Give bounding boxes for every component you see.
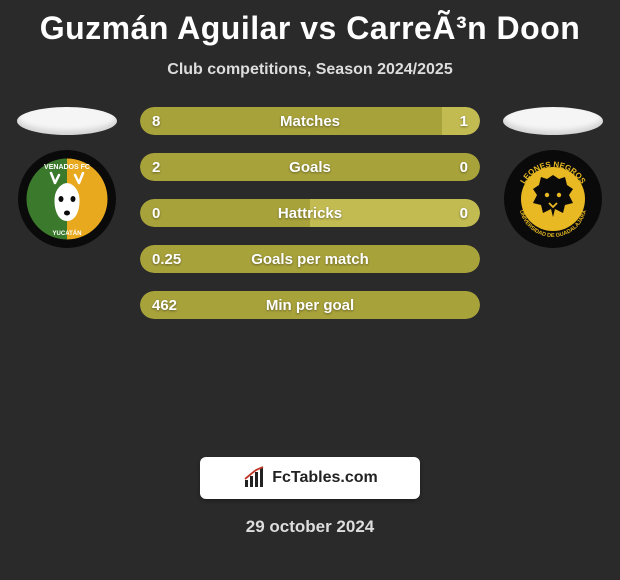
stat-label: Goals per match [251, 251, 369, 268]
left-player-silhouette [17, 107, 117, 135]
right-club-logo: LEONES NEGROS UNIVERSIDAD DE GUADALAJARA [503, 149, 603, 249]
stat-left-value: 462 [152, 297, 177, 314]
chart-icon [242, 466, 266, 490]
comparison-content: VENADOS FC YUCATÁN LEONES NEGROS UNIVERS… [0, 107, 620, 447]
stat-right-value: 0 [460, 159, 468, 176]
stat-bar: 0.25 Goals per match [140, 245, 480, 273]
page-title: Guzmán Aguilar vs CarreÃ³n Doon [0, 0, 620, 47]
stat-bar: 8 1 Matches [140, 107, 480, 135]
right-player-silhouette [503, 107, 603, 135]
stat-bar: 462 Min per goal [140, 291, 480, 319]
right-player-column: LEONES NEGROS UNIVERSIDAD DE GUADALAJARA [498, 107, 608, 249]
date-label: 29 october 2024 [0, 517, 620, 537]
svg-text:VENADOS FC: VENADOS FC [44, 164, 90, 171]
stat-right-value: 0 [460, 205, 468, 222]
stat-left-value: 2 [152, 159, 160, 176]
svg-text:YUCATÁN: YUCATÁN [53, 230, 82, 237]
stat-right-value: 1 [460, 113, 468, 130]
subtitle: Club competitions, Season 2024/2025 [0, 61, 620, 79]
stat-left-value: 8 [152, 113, 160, 130]
left-player-column: VENADOS FC YUCATÁN [12, 107, 122, 249]
brand-label: FcTables.com [272, 469, 378, 487]
stat-label: Goals [289, 159, 331, 176]
stat-bar: 2 0 Goals [140, 153, 480, 181]
stat-left-value: 0 [152, 205, 160, 222]
brand-chip[interactable]: FcTables.com [200, 457, 420, 499]
left-club-logo: VENADOS FC YUCATÁN [17, 149, 117, 249]
stat-label: Matches [280, 113, 340, 130]
stat-label: Min per goal [266, 297, 354, 314]
stats-bars: 8 1 Matches 2 0 Goals 0 0 Hattricks 0.25 Goals per… [140, 107, 480, 337]
stat-label: Hattricks [278, 205, 342, 222]
stat-left-value: 0.25 [152, 251, 181, 268]
stat-bar: 0 0 Hattricks [140, 199, 480, 227]
